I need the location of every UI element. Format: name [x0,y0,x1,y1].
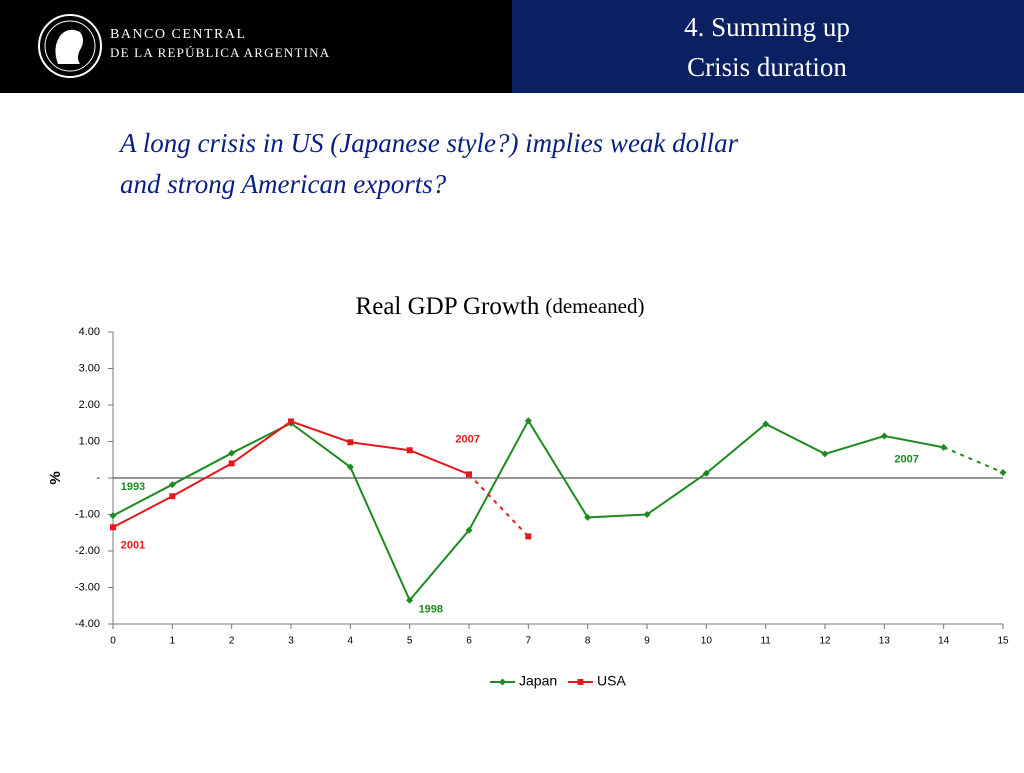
y-tick-label: -1.00 [75,508,100,520]
annotation: 1993 [121,481,145,493]
x-tick-label: 15 [997,636,1009,647]
legend-label: Japan [519,673,557,689]
marker [347,439,354,446]
lead-text: A long crisis in US (Japanese style?) im… [118,128,739,158]
x-tick-label: 2 [229,636,235,647]
annotation: 2007 [455,434,479,446]
marker [406,447,413,454]
lead-text: and strong American exports? [120,169,447,199]
header-right [512,0,1024,93]
marker [228,460,235,467]
series-line [112,418,944,603]
legend-label: USA [597,673,626,689]
x-tick-label: 4 [348,636,354,647]
marker [999,469,1007,477]
marker [940,443,948,451]
annotation: 2007 [894,454,918,466]
y-tick-label: 2.00 [79,399,100,411]
chart-title-sub: (demeaned) [545,294,644,318]
y-tick-label: 3.00 [79,362,100,374]
x-tick-label: 5 [407,636,413,647]
marker [346,463,354,471]
logo [38,14,102,78]
marker [110,524,116,531]
marker [821,450,829,458]
y-tick-label: 1.00 [79,435,100,447]
y-axis-label: % [47,471,64,484]
bank-name: BANCO CENTRAL [110,27,247,42]
section-title: 4. Summing up [684,12,850,42]
x-tick-label: 9 [644,636,650,647]
marker [466,471,472,478]
y-tick-label: -2.00 [75,545,100,557]
x-tick-label: 6 [466,636,472,647]
y-tick-label: - [96,472,100,484]
marker [524,417,532,425]
chart-title-main: Real GDP Growth [356,293,540,320]
marker [465,526,473,534]
x-tick-label: 12 [819,636,831,647]
x-tick-label: 1 [170,636,176,647]
series-line-dashed [468,473,530,538]
marker [702,469,710,477]
y-tick-label: 4.00 [79,326,100,338]
marker [288,418,294,425]
bank-name: DE LA REPÚBLICA ARGENTINA [110,45,330,60]
marker [499,678,506,686]
marker [762,420,770,428]
x-tick-label: 0 [110,636,116,647]
x-tick-label: 10 [701,636,713,647]
x-tick-label: 3 [288,636,294,647]
marker [525,533,532,540]
section-title: Crisis duration [687,52,847,82]
marker [643,511,651,518]
annotation: 1998 [419,603,443,615]
header-left [0,0,512,93]
x-tick-label: 8 [585,636,591,647]
chart-title: Real GDP Growth (demeaned) [356,293,645,320]
x-tick-label: 7 [526,636,532,647]
marker [406,596,414,604]
marker [577,679,584,685]
marker [228,449,236,457]
y-tick-label: -3.00 [75,581,100,593]
annotation: 2001 [121,539,145,551]
marker [880,432,888,440]
x-tick-label: 14 [938,636,950,647]
marker [168,481,176,489]
marker [109,512,117,520]
series-line-dashed [943,446,1004,474]
x-tick-label: 11 [760,636,771,647]
series-line [112,420,470,529]
marker [169,493,176,500]
marker [584,513,592,521]
y-tick-label: -4.00 [75,618,100,630]
x-tick-label: 13 [879,636,891,647]
